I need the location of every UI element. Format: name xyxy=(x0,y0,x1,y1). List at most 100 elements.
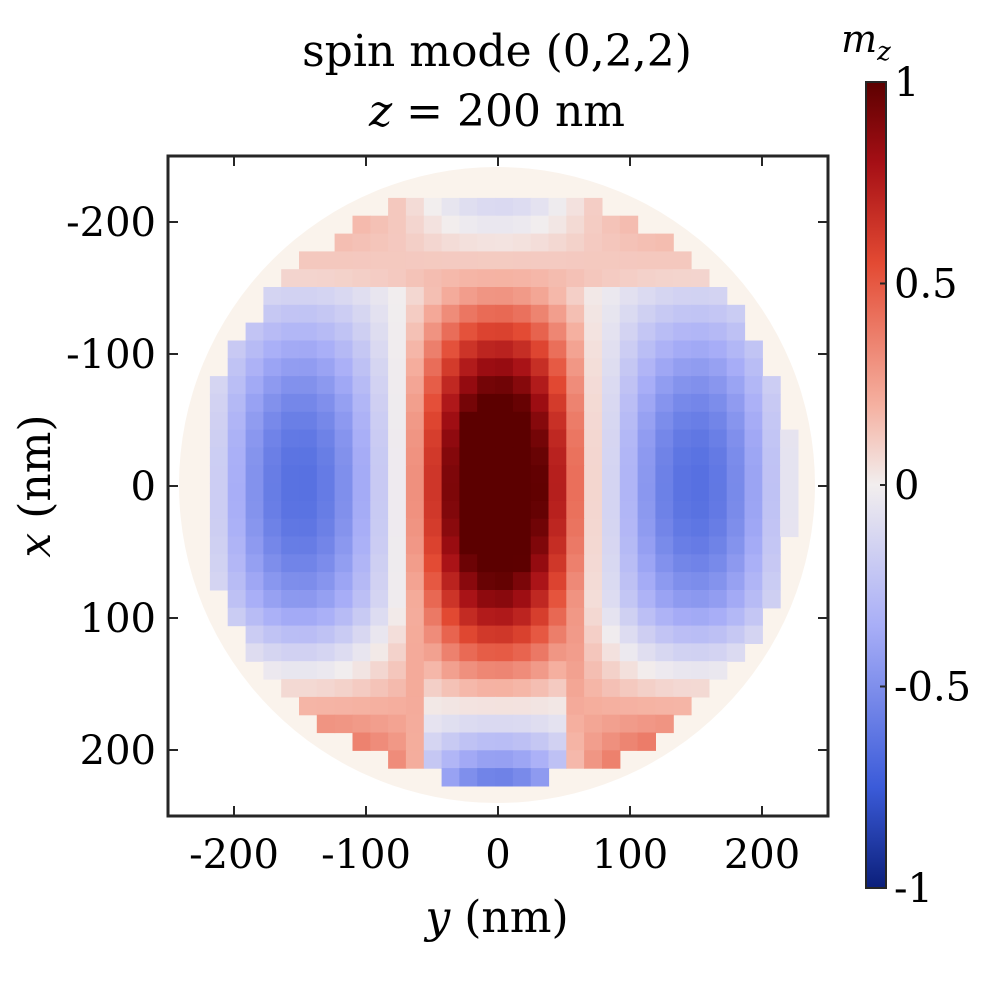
heatmap-cell xyxy=(584,679,603,698)
heatmap-cell xyxy=(370,215,389,235)
heatmap-cell xyxy=(370,554,389,573)
heatmap-cell xyxy=(477,447,496,466)
heatmap-cell xyxy=(495,358,514,377)
colorbar-tick-label: 0 xyxy=(894,463,919,509)
heatmap-cell xyxy=(459,518,478,538)
heatmap-cell xyxy=(352,287,371,306)
heatmap-cell xyxy=(495,287,514,306)
heatmap-cell xyxy=(548,269,567,288)
heatmap-cell xyxy=(637,429,656,448)
heatmap-cell xyxy=(441,607,460,627)
heatmap-cell xyxy=(281,322,300,341)
heatmap-cell xyxy=(726,500,746,520)
heatmap-cell xyxy=(370,625,389,644)
heatmap-cell xyxy=(548,572,567,591)
heatmap-cell xyxy=(388,554,407,573)
heatmap-cell xyxy=(512,572,532,591)
heatmap-cell xyxy=(245,500,264,520)
heatmap-cell xyxy=(708,607,728,627)
heatmap-cell xyxy=(566,287,585,306)
heatmap-cell xyxy=(352,429,371,448)
heatmap-cell xyxy=(762,447,781,466)
heatmap-cell xyxy=(370,607,389,627)
heatmap-cell xyxy=(334,625,353,644)
heatmap-cell xyxy=(619,500,639,520)
heatmap-cell xyxy=(548,483,567,502)
heatmap-cell xyxy=(726,483,746,502)
heatmap-cell xyxy=(370,732,389,751)
heatmap-cell xyxy=(512,393,532,413)
heatmap-cell xyxy=(423,429,443,448)
heatmap-cell xyxy=(245,358,264,377)
heatmap-cell xyxy=(619,572,639,591)
heatmap-cell xyxy=(334,679,353,698)
heatmap-cell xyxy=(477,536,496,555)
heatmap-cell xyxy=(477,607,496,627)
heatmap-cell xyxy=(352,215,371,235)
heatmap-cell xyxy=(602,518,621,538)
heatmap-cell xyxy=(388,340,407,359)
heatmap-cell xyxy=(584,197,603,217)
heatmap-cell xyxy=(334,447,353,466)
heatmap-cell xyxy=(780,429,799,448)
heatmap-cell xyxy=(334,322,353,341)
heatmap-cell xyxy=(316,465,336,484)
heatmap-cell xyxy=(334,518,353,538)
heatmap-cell xyxy=(602,714,621,734)
heatmap-cell xyxy=(512,376,532,395)
heatmap-cell xyxy=(316,572,336,591)
heatmap-cell xyxy=(441,304,460,324)
heatmap-cell xyxy=(352,643,371,662)
heatmap-cell xyxy=(726,572,746,591)
heatmap-cell xyxy=(281,304,300,324)
heatmap-cell xyxy=(441,625,460,644)
heatmap-cell xyxy=(352,696,371,716)
heatmap-cell xyxy=(584,393,603,413)
heatmap-cell xyxy=(655,465,674,484)
heatmap-cell xyxy=(512,536,532,555)
heatmap-cell xyxy=(530,732,550,751)
heatmap-cell xyxy=(245,376,264,395)
heatmap-cell xyxy=(459,251,478,270)
heatmap-cell xyxy=(352,340,371,359)
heatmap-cell xyxy=(637,376,656,395)
heatmap-cell xyxy=(495,732,514,751)
heatmap-cell xyxy=(209,447,229,466)
heatmap-cell xyxy=(637,251,656,270)
heatmap-cell xyxy=(477,714,496,734)
heatmap-cell xyxy=(637,679,656,698)
heatmap-cell xyxy=(691,287,710,306)
heatmap-cell xyxy=(459,536,478,555)
heatmap-cell xyxy=(708,483,728,502)
heatmap-cell xyxy=(405,269,425,288)
heatmap-cell xyxy=(388,518,407,538)
heatmap-cell xyxy=(441,732,460,751)
heatmap-cell xyxy=(602,572,621,591)
heatmap-cell xyxy=(530,215,550,235)
heatmap-cell xyxy=(495,661,514,680)
heatmap-cell xyxy=(530,768,550,787)
heatmap-cell xyxy=(423,572,443,591)
heatmap-cell xyxy=(227,536,247,555)
heatmap-cell xyxy=(370,269,389,288)
heatmap-cell xyxy=(459,679,478,698)
heatmap-cell xyxy=(655,625,674,644)
heatmap-cell xyxy=(209,465,229,484)
y-axis-variable: x xyxy=(10,533,61,558)
heatmap-cell xyxy=(691,322,710,341)
heatmap-cell xyxy=(530,750,550,769)
heatmap-cell xyxy=(655,340,674,359)
heatmap-cell xyxy=(673,607,692,627)
heatmap-cell xyxy=(405,251,425,270)
heatmap-cell xyxy=(263,607,282,627)
heatmap-cell xyxy=(441,411,460,431)
heatmap-cell xyxy=(388,750,407,769)
heatmap-cell xyxy=(602,429,621,448)
heatmap-cell xyxy=(423,679,443,698)
heatmap-cell xyxy=(602,643,621,662)
heatmap-cell xyxy=(423,500,443,520)
heatmap-cell xyxy=(566,465,585,484)
heatmap-cell xyxy=(477,287,496,306)
heatmap-cell xyxy=(405,322,425,341)
heatmap-cell xyxy=(548,287,567,306)
